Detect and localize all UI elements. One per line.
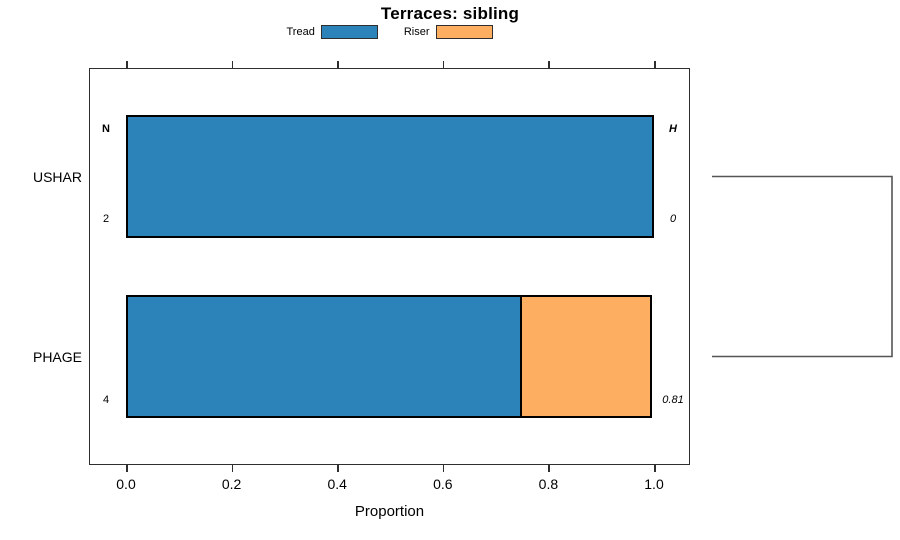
h-value-ushar: 0 — [669, 213, 677, 225]
x-tick-label: 0.4 — [327, 476, 347, 492]
x-tick-bottom — [126, 465, 128, 472]
plot-frame — [89, 68, 690, 465]
x-tick-label: 0.0 — [116, 476, 136, 492]
bar-segment-tread-phage — [126, 295, 522, 418]
x-tick-top — [126, 61, 128, 68]
bar-ushar — [126, 115, 654, 238]
x-tick-top — [231, 61, 234, 68]
y-label-phage: PHAGE — [32, 349, 82, 365]
chart-title: Terraces: sibling — [380, 4, 520, 23]
legend-swatch-riser — [435, 25, 493, 39]
bar-phage — [126, 295, 652, 418]
legend-label-riser: Riser — [403, 26, 430, 38]
bar-segment-tread-ushar — [126, 115, 654, 238]
n-value-phage: 4 — [102, 394, 110, 406]
x-tick-bottom — [548, 465, 550, 472]
legend: Tread Riser — [89, 25, 690, 39]
x-tick-top — [337, 61, 339, 68]
x-tick-label: 1.0 — [644, 476, 664, 492]
x-tick-top — [654, 61, 656, 68]
legend-swatch-tread — [320, 25, 378, 39]
n-value-ushar: 2 — [102, 213, 110, 225]
x-tick-bottom — [654, 465, 656, 472]
x-tick-top — [442, 61, 445, 68]
h-value-phage: 0.81 — [662, 394, 684, 406]
x-tick-bottom — [231, 465, 234, 472]
x-tick-bottom — [337, 465, 339, 472]
x-axis-title: Proportion — [354, 503, 425, 520]
bar-segment-riser-phage — [520, 295, 652, 418]
col-header-n: N — [102, 123, 110, 135]
legend-item-tread: Tread — [287, 25, 378, 39]
x-tick-bottom — [442, 465, 445, 472]
col-header-h: H — [669, 123, 677, 135]
legend-label-tread: Tread — [286, 26, 315, 38]
y-label-ushar: USHAR — [32, 169, 82, 185]
legend-item-riser: Riser — [404, 25, 493, 39]
x-tick-label: 0.6 — [433, 476, 453, 492]
x-tick-top — [548, 61, 550, 68]
x-tick-label: 0.8 — [538, 476, 559, 492]
x-tick-label: 0.2 — [221, 476, 242, 492]
